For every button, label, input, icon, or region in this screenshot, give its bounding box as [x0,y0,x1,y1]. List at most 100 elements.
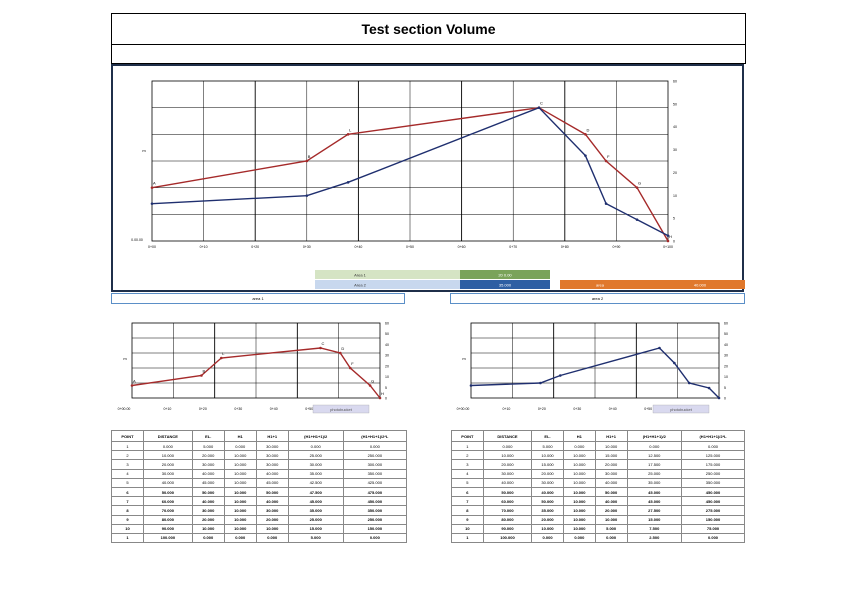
table-cell: 5.000 [531,440,564,452]
table-cell: 40.000 [191,468,225,479]
table-cell: 35.000 [531,505,564,516]
x-tick-label: 0+40 [270,407,278,411]
data-point [319,346,322,350]
data-point [219,356,223,360]
table-row: 8 70.000 30.000 10.000 30.000 35.000 350.000 [110,505,408,516]
table-header: H1 [223,430,257,442]
right-tick-label: 5 [385,386,387,390]
x-tick-label: 0+20 [538,407,546,411]
table-cell: 90.000 [482,523,533,534]
volume-table-1: POINT DISTANCE EL. H1 H1+1 (H1+H1+1)/2 (H1+H1+… [110,430,408,544]
table-row: 6 50.000 50.000 10.000 50.000 47.500 475.000 [110,486,408,498]
photo-tag-box [312,404,370,414]
table-cell: 10.000 [562,486,596,498]
table-cell: 7 [110,496,145,507]
right-tick-label: 10 [724,375,728,379]
point-label: C [321,341,324,346]
y-axis-label: m [462,356,466,361]
table-cell: 9 [451,514,484,525]
table-row: 10 90.000 10.000 10.000 5.000 7.500 75.000 [451,523,745,534]
table-cell: 0.000 [531,532,564,544]
data-point [673,361,676,365]
table-cell: 40.000 [594,496,628,507]
table-row: 5 40.000 30.000 10.000 40.000 35.000 350.000 [451,477,745,488]
table-cell: 250.000 [342,514,408,525]
table-cell: 1 [110,440,145,452]
x-tick-label: 0+10 [163,407,171,411]
table-cell: 42.500 [287,477,344,488]
table-cell: 10.000 [482,450,533,461]
table-cell: 0.000 [342,532,408,544]
table-cell: 0.000 [681,440,745,452]
table-cell: 30.000 [143,468,193,479]
table-cell: 35.000 [287,505,344,516]
data-point [339,351,342,355]
table-cell: 80.000 [143,514,193,525]
x-tick-label: 0+20 [199,407,207,411]
title-text: Test section Volume [361,21,496,37]
table-cell: 10.000 [223,486,257,498]
table-cell: 2 [110,450,145,461]
table-cell: 10.000 [562,505,596,516]
area2-bar: area 2 [450,293,745,304]
table-header: (H1+H1+1)/2 [626,430,683,442]
table-cell: 15.000 [626,514,683,525]
table-cell: 10.000 [531,450,564,461]
table-cell: 0.000 [562,532,596,544]
area1-label: area 1 [252,296,264,301]
table-cell: 30.000 [255,505,289,516]
table-cell: 10.000 [594,514,628,525]
table-cell: 10.000 [562,514,596,525]
point-label: A [133,379,136,384]
main-chart-frame [111,64,744,292]
table-cell: 30.000 [191,459,225,470]
table-cell: 15.000 [531,459,564,470]
table-cell: 47.500 [287,486,344,498]
photo-tag: photobucket [670,407,693,412]
table-cell: 4 [451,468,484,479]
table-header: H1+1 [255,430,289,442]
table-cell: 50.000 [531,496,564,507]
table-cell: 40.000 [191,496,225,507]
table-cell: 50.000 [482,486,533,498]
table-cell: 125.000 [681,450,745,461]
data-point [130,384,134,387]
table-cell: 10.000 [223,496,257,507]
table-cell: 35.000 [626,477,683,488]
table-cell: 50.000 [143,486,193,498]
right-tick-label: 30 [385,354,389,358]
table-cell: 425.000 [342,477,408,488]
table-cell: 10.000 [594,440,628,452]
table-cell: 300.000 [342,459,408,470]
table-cell: 10.000 [562,468,596,479]
x-tick-label: 0+10 [502,407,510,411]
table-cell: 0.000 [287,440,344,452]
x-tick-label: 0+60 [341,407,349,411]
table-cell: 10 [451,523,484,534]
table-cell: 10.000 [223,459,257,470]
table-cell: 10.000 [223,468,257,479]
table-cell: 100.000 [482,532,533,544]
x-tick-label: 0+60 [680,407,688,411]
right-tick-label: 5 [724,386,726,390]
table-cell: 45.000 [287,496,344,507]
table-cell: 1 [451,440,484,452]
table-cell: 30.000 [255,450,289,461]
table-row: 1 0.000 5.000 0.000 30.000 0.000 0.000 [110,440,408,452]
table-cell: 9 [110,514,145,525]
table-row: 7 60.000 50.000 10.000 40.000 45.000 450.000 [451,496,745,507]
table-cell: 25.000 [626,468,683,479]
table-cell: 20.000 [255,514,289,525]
table-cell: 20.000 [191,450,225,461]
table-row: 1 100.000 0.000 0.000 0.000 2.500 0.000 [451,532,745,544]
table-cell: 6 [110,486,145,498]
table-cell: 10.000 [562,496,596,507]
right-tick-label: 60 [385,322,389,326]
x-tick-label: 0+50 [305,407,313,411]
table-cell: 0.000 [143,440,193,452]
table-cell: 150.000 [681,514,745,525]
table-cell: 10.000 [255,523,289,534]
table-cell: 2.500 [626,532,683,544]
table-cell: 8 [451,505,484,516]
photo-tag: photobucket [330,407,353,412]
